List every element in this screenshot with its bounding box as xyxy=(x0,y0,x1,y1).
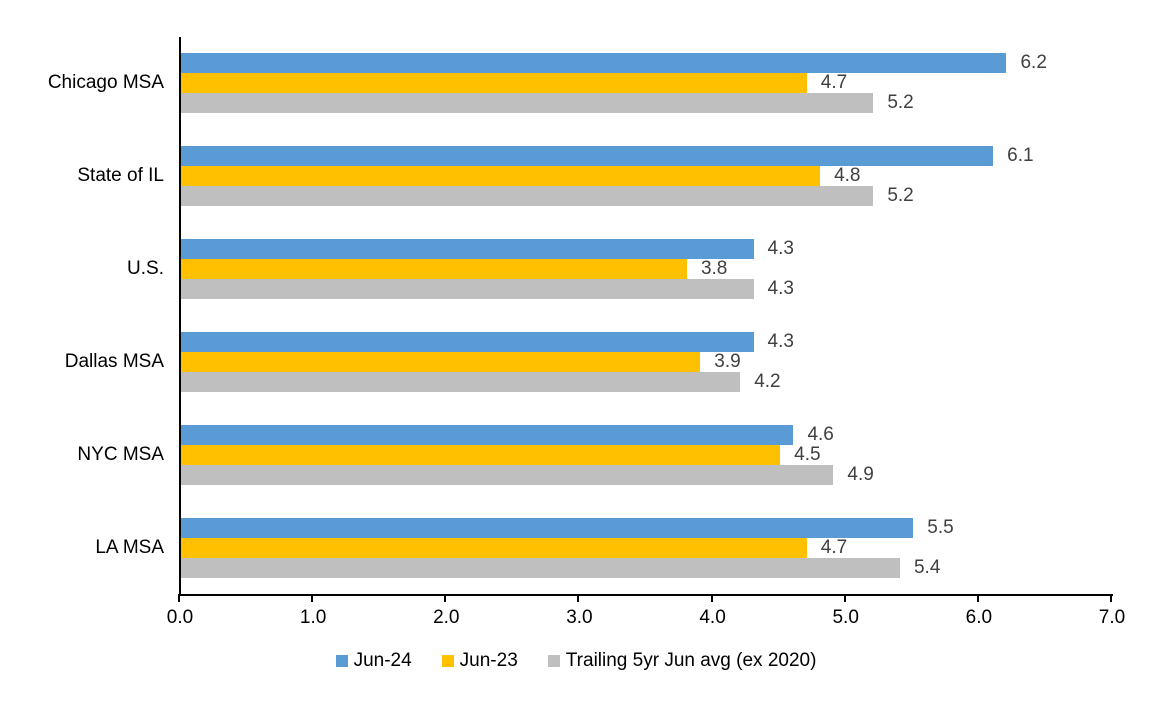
x-axis-tick xyxy=(976,594,979,602)
bar-trailing-5yr-jun-avg-ex-2020- xyxy=(181,557,900,578)
legend-label: Trailing 5yr Jun avg (ex 2020) xyxy=(565,650,817,671)
bar-jun-24 xyxy=(181,331,754,352)
x-axis-tick-label: 6.0 xyxy=(965,607,993,628)
value-label: 5.5 xyxy=(927,516,954,538)
bar-jun-24 xyxy=(181,53,1007,74)
value-label: 4.3 xyxy=(767,278,794,300)
x-axis-tick-label: 0.0 xyxy=(166,607,194,628)
bar-trailing-5yr-jun-avg-ex-2020- xyxy=(181,371,741,392)
bar-jun-23 xyxy=(181,73,807,94)
legend-label: Jun-23 xyxy=(459,650,518,671)
bar-jun-24 xyxy=(181,146,994,167)
x-axis-tick xyxy=(577,594,580,602)
value-label: 4.8 xyxy=(834,165,861,187)
legend-item: Jun-24 xyxy=(335,650,412,672)
value-label: 4.7 xyxy=(820,72,848,94)
x-axis-tick-label: 1.0 xyxy=(299,607,327,628)
category-label: NYC MSA xyxy=(77,443,164,465)
legend-item: Trailing 5yr Jun avg (ex 2020) xyxy=(547,650,817,672)
legend-label: Jun-24 xyxy=(353,650,412,671)
x-axis: 0.0 1.0 2.0 3.0 4.0 5.0 6.0 7.0 xyxy=(167,594,1125,639)
x-axis-tick xyxy=(710,594,713,602)
bar-jun-23 xyxy=(181,444,781,465)
bar-jun-23 xyxy=(181,166,821,187)
x-axis-tick-label: 2.0 xyxy=(433,607,460,628)
value-label: 6.2 xyxy=(1020,52,1047,74)
value-label: 6.1 xyxy=(1007,145,1034,167)
legend-item: Jun-23 xyxy=(441,650,518,672)
bar-trailing-5yr-jun-avg-ex-2020- xyxy=(181,464,834,485)
category-label: Chicago MSA xyxy=(47,72,164,94)
bar-trailing-5yr-jun-avg-ex-2020- xyxy=(181,93,874,114)
value-label: 5.4 xyxy=(913,556,941,578)
value-label: 5.2 xyxy=(887,92,914,114)
bar-jun-23 xyxy=(181,351,701,372)
category-labels: Chicago MSA State of IL U.S. Dallas MSA NYC … xyxy=(0,37,164,594)
value-label: 4.5 xyxy=(794,443,821,465)
plot-area: 6.2 4.7 5.2 6.1 4.8 5.2 4.3 3.8 4.3 4.3 3.9 4.2 4.6 4… xyxy=(179,37,1113,596)
x-axis-tick xyxy=(843,594,846,602)
bar-jun-24 xyxy=(181,424,794,445)
value-label: 4.3 xyxy=(767,238,794,260)
value-label: 4.3 xyxy=(767,330,794,352)
legend-marker-icon xyxy=(441,655,454,667)
x-axis-tick-label: 5.0 xyxy=(832,607,859,628)
x-axis-tick xyxy=(444,594,447,602)
category-label: LA MSA xyxy=(95,536,164,558)
category-label: U.S. xyxy=(127,258,164,280)
x-axis-tick-label: 4.0 xyxy=(699,607,726,628)
legend-marker-icon xyxy=(547,655,560,667)
x-axis-tick xyxy=(311,594,314,602)
value-label: 3.9 xyxy=(714,350,741,372)
category-label: State of IL xyxy=(77,165,164,187)
value-label: 4.7 xyxy=(820,536,848,558)
value-label: 4.9 xyxy=(847,463,874,485)
bar-jun-23 xyxy=(181,537,807,558)
bar-jun-23 xyxy=(181,259,687,280)
value-label: 3.8 xyxy=(700,258,728,280)
bar-trailing-5yr-jun-avg-ex-2020- xyxy=(181,186,874,207)
category-label: Dallas MSA xyxy=(64,350,164,372)
x-axis-tick-label: 7.0 xyxy=(1098,607,1126,628)
legend-marker-icon xyxy=(335,655,348,667)
x-axis-tick-label: 3.0 xyxy=(566,607,593,628)
legend: Jun-24 Jun-23 Trailing 5yr Jun avg (ex 202… xyxy=(0,650,1152,672)
value-label: 4.6 xyxy=(807,423,834,445)
x-axis-tick xyxy=(1110,594,1112,602)
bar-jun-24 xyxy=(181,239,754,260)
bar-jun-24 xyxy=(181,517,914,538)
x-axis-tick xyxy=(178,594,180,602)
value-label: 4.2 xyxy=(754,370,781,392)
value-label: 5.2 xyxy=(887,185,914,207)
bar-trailing-5yr-jun-avg-ex-2020- xyxy=(181,279,754,300)
